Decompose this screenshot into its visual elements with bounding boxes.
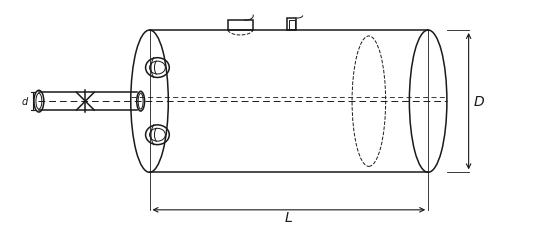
Text: d: d [22,97,28,107]
Text: D: D [473,95,484,109]
Bar [287,19,296,31]
Text: L: L [285,210,293,224]
Bar [289,20,295,29]
Bar [228,21,253,31]
